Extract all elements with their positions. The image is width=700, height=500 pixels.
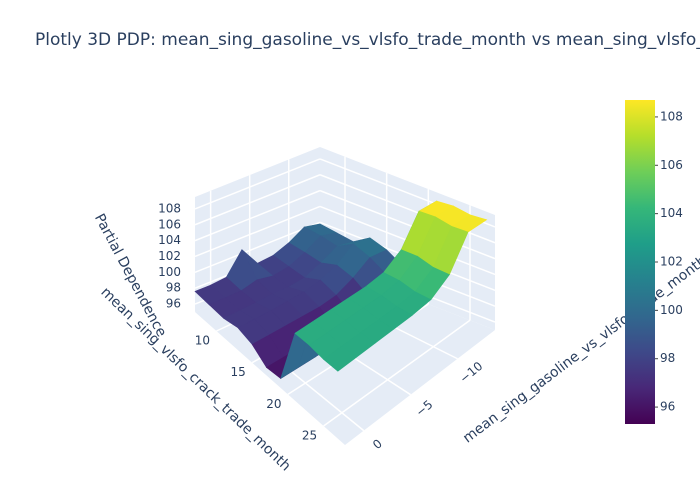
colorbar-tick-label: 102 (660, 255, 683, 269)
z-tick-label: 104 (158, 233, 181, 247)
y-tick-label: 10 (195, 334, 210, 348)
chart-title: Plotly 3D PDP: mean_sing_gasoline_vs_vls… (35, 30, 700, 50)
y-tick-label: 20 (266, 397, 281, 411)
colorbar-tick-label: 96 (660, 400, 675, 414)
surface-cell (323, 345, 357, 372)
z-tick-label: 100 (158, 265, 181, 279)
x-tick-label: −10 (457, 359, 485, 386)
colorbar: 96 98 100 102 104 106 108 (625, 100, 683, 424)
z-tick-label: 106 (158, 217, 181, 231)
x-tick-label: −5 (413, 397, 436, 419)
z-tick-label: 98 (166, 281, 181, 295)
colorbar-fill (625, 100, 655, 424)
grid-line (194, 221, 321, 274)
colorbar-tick-label: 104 (660, 206, 683, 220)
z-tick-label: 96 (166, 297, 181, 311)
grid-line (194, 189, 321, 242)
grid-line (194, 205, 321, 258)
grid-line (323, 319, 471, 427)
z-tick-label: 108 (158, 201, 181, 215)
y-tick-label: 25 (302, 429, 317, 443)
colorbar-tick-label: 106 (660, 158, 683, 172)
colorbar-tick-label: 98 (660, 351, 675, 365)
colorbar-tick-label: 100 (660, 303, 683, 317)
scene: −10−50101520259698100102104106108Partial… (91, 147, 700, 474)
x-tick-label: 0 (370, 436, 385, 452)
grid-line (319, 189, 496, 260)
grid-line (194, 158, 321, 210)
z-tick-label: 102 (158, 249, 181, 263)
colorbar-tick-label: 108 (660, 109, 683, 123)
y-tick-label: 15 (231, 365, 246, 379)
grid-line (194, 174, 321, 226)
x-axis-title: mean_sing_gasoline_vs_vlsfo_trade_month (460, 253, 700, 447)
